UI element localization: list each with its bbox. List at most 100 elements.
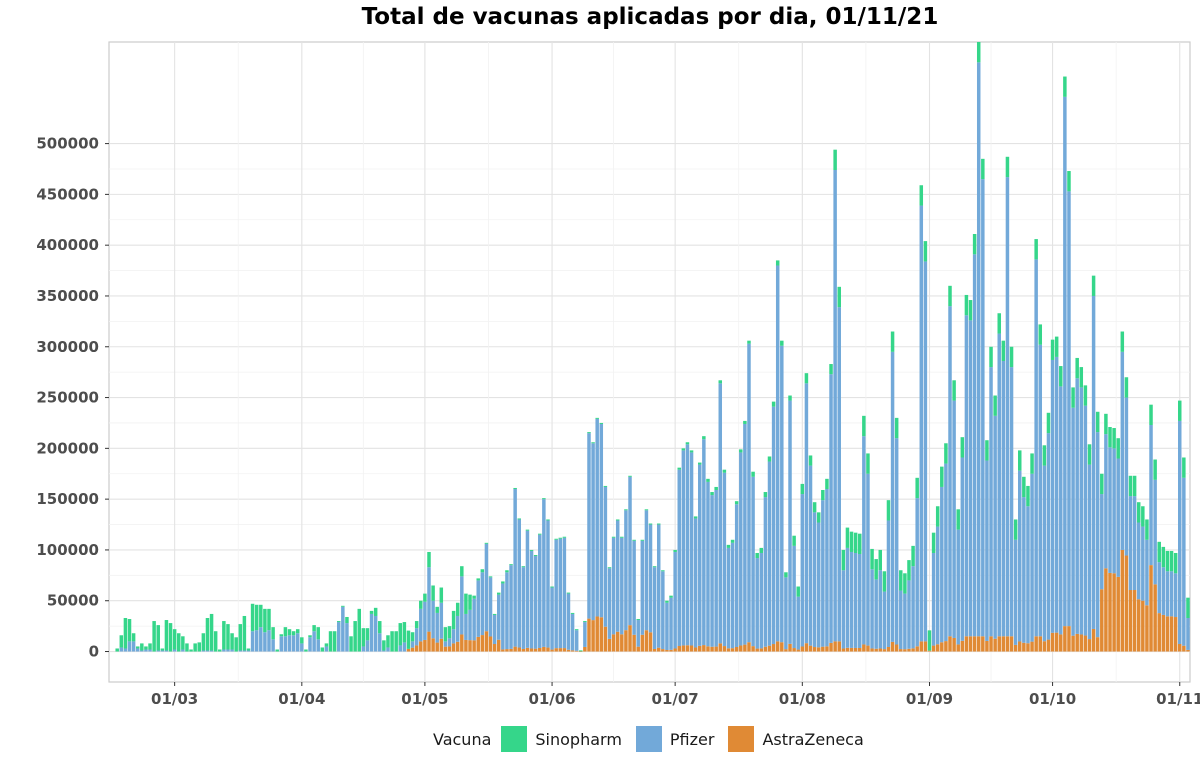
bar-pfizer bbox=[1022, 497, 1026, 643]
bar-sinopharm bbox=[833, 149, 837, 170]
bar-pfizer bbox=[1042, 465, 1047, 642]
bar-sinopharm bbox=[800, 483, 805, 495]
bar-sinopharm bbox=[743, 420, 747, 424]
bar-astrazeneca bbox=[784, 649, 788, 652]
bar-astrazeneca bbox=[1054, 632, 1059, 652]
bar-astrazeneca bbox=[468, 640, 472, 652]
bar-astrazeneca bbox=[1038, 636, 1043, 652]
bar-sinopharm bbox=[964, 294, 969, 316]
bar-sinopharm bbox=[763, 492, 768, 498]
bar-sinopharm bbox=[907, 560, 911, 581]
bar-pfizer bbox=[414, 628, 419, 646]
bar-sinopharm bbox=[513, 487, 517, 489]
bar-sinopharm bbox=[874, 559, 878, 580]
bar-pfizer bbox=[1038, 344, 1043, 637]
bar-astrazeneca bbox=[1100, 589, 1104, 652]
bar-sinopharm bbox=[775, 260, 780, 266]
bar-pfizer bbox=[923, 261, 928, 642]
bar-pfizer bbox=[1132, 496, 1137, 591]
bar-astrazeneca bbox=[1075, 633, 1079, 652]
bar-sinopharm bbox=[1120, 331, 1125, 352]
bar-pfizer bbox=[423, 601, 427, 640]
bar-pfizer bbox=[940, 486, 944, 643]
bar-astrazeneca bbox=[1145, 605, 1149, 652]
bar-sinopharm bbox=[205, 618, 210, 651]
bar-sinopharm bbox=[164, 620, 169, 651]
bar-pfizer bbox=[361, 646, 366, 652]
bar-astrazeneca bbox=[1153, 584, 1157, 652]
bar-astrazeneca bbox=[747, 642, 751, 652]
bar-sinopharm bbox=[1141, 506, 1145, 527]
bar-astrazeneca bbox=[960, 640, 965, 652]
bar-sinopharm bbox=[484, 542, 489, 544]
bar-astrazeneca bbox=[1120, 549, 1125, 652]
bar-pfizer bbox=[386, 647, 390, 652]
bar-pfizer bbox=[488, 577, 493, 637]
bar-sinopharm bbox=[931, 532, 936, 553]
bar-sinopharm bbox=[550, 586, 554, 588]
bar-pfizer bbox=[1054, 356, 1059, 633]
bar-sinopharm bbox=[509, 564, 513, 566]
bar-sinopharm bbox=[156, 625, 160, 651]
bar-astrazeneca bbox=[1050, 632, 1055, 652]
bar-astrazeneca bbox=[808, 645, 813, 652]
bar-sinopharm bbox=[648, 523, 653, 525]
bar-sinopharm bbox=[1009, 346, 1014, 368]
bar-sinopharm bbox=[1013, 519, 1018, 540]
bar-pfizer bbox=[968, 320, 973, 637]
bar-pfizer bbox=[829, 374, 833, 643]
bar-sinopharm bbox=[714, 486, 718, 490]
bar-sinopharm bbox=[1178, 400, 1182, 421]
bar-sinopharm bbox=[443, 627, 448, 642]
bar-pfizer bbox=[833, 170, 837, 642]
bar-astrazeneca bbox=[620, 634, 624, 652]
bar-sinopharm bbox=[706, 478, 710, 482]
bar-pfizer bbox=[743, 423, 747, 645]
bar-astrazeneca bbox=[501, 649, 505, 652]
bar-astrazeneca bbox=[419, 641, 423, 652]
bar-sinopharm bbox=[1157, 541, 1161, 563]
legend-label-astrazeneca: AstraZeneca bbox=[762, 729, 864, 749]
bar-pfizer bbox=[755, 558, 759, 649]
bar-pfizer bbox=[283, 636, 288, 652]
bar-sinopharm bbox=[812, 502, 817, 513]
bar-pfizer bbox=[874, 579, 878, 649]
bar-sinopharm bbox=[853, 532, 858, 553]
bar-pfizer bbox=[780, 345, 784, 643]
bar-sinopharm bbox=[488, 576, 493, 578]
bar-pfizer bbox=[771, 406, 776, 645]
bar-pfizer bbox=[464, 613, 468, 640]
bar-pfizer bbox=[858, 554, 862, 648]
bar-astrazeneca bbox=[669, 649, 673, 652]
bar-sinopharm bbox=[796, 586, 800, 597]
bar-pfizer bbox=[587, 433, 591, 619]
bar-sinopharm bbox=[1001, 340, 1006, 361]
bar-sinopharm bbox=[747, 340, 751, 344]
bar-astrazeneca bbox=[480, 635, 485, 652]
bar-sinopharm bbox=[1116, 438, 1120, 459]
bar-astrazeneca bbox=[406, 648, 411, 652]
bar-sinopharm bbox=[275, 649, 279, 652]
bar-sinopharm bbox=[780, 340, 784, 346]
bar-pfizer bbox=[398, 645, 403, 652]
bar-pfizer bbox=[529, 550, 534, 649]
bar-sinopharm bbox=[944, 443, 948, 464]
bar-pfizer bbox=[345, 623, 349, 652]
bar-astrazeneca bbox=[940, 642, 944, 652]
bar-astrazeneca bbox=[455, 641, 460, 652]
bar-pfizer bbox=[615, 520, 620, 632]
bar-sinopharm bbox=[636, 619, 640, 621]
bar-sinopharm bbox=[213, 631, 218, 652]
bar-pfizer bbox=[1104, 434, 1108, 569]
bar-sinopharm bbox=[472, 595, 476, 599]
bar-sinopharm bbox=[890, 331, 895, 352]
bar-sinopharm bbox=[148, 643, 152, 650]
bar-astrazeneca bbox=[796, 649, 800, 652]
bar-sinopharm bbox=[661, 570, 665, 572]
bar-astrazeneca bbox=[591, 620, 595, 652]
bar-sinopharm bbox=[710, 492, 714, 496]
bar-pfizer bbox=[825, 488, 829, 647]
bar-sinopharm bbox=[644, 509, 649, 511]
bar-pfizer bbox=[989, 367, 993, 637]
bar-sinopharm bbox=[140, 643, 144, 651]
